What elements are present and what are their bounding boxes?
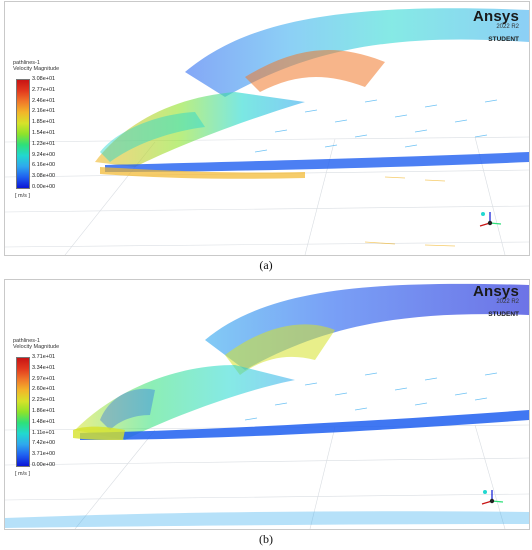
scale-label: 3.08e+01 [32,76,56,82]
edition-label: STUDENT [488,36,519,43]
ansys-logo: Ansys [472,8,519,25]
scale-label: 2.23e+01 [32,397,56,404]
scale-label: 2.97e+01 [32,375,56,382]
scale-label: 6.16e+00 [32,162,56,169]
scale-label: 0.00e+00 [32,462,56,468]
scale-label: 0.00e+00 [32,184,56,190]
scale-label: 2.16e+01 [32,108,56,115]
scale-label: 7.42e+00 [32,440,56,447]
ansys-branding: Ansys 2022 R2 STUDENT [473,8,519,43]
scale-label: 3.71e+01 [32,354,56,360]
scale-label: 1.11e+01 [32,429,55,436]
scale-label: 2.60e+01 [32,386,56,393]
scale-label: 1.54e+01 [32,130,56,136]
scale-label: 1.23e+01 [32,140,56,147]
version-label: 2022 R2 [496,24,519,30]
color-scale-labels: 3.08e+01 2.77e+01 2.46e+01 2.16e+01 1.85… [32,76,92,191]
scale-label: 2.77e+01 [32,86,56,93]
viewport-panel-a[interactable]: pathlines-1 Velocity Magnitude 3.08e+01 … [4,1,530,256]
unit-label: [ m/s ] [15,471,30,477]
axis-triad-icon[interactable] [475,208,505,238]
viewport-panel-b[interactable]: pathlines-1 Velocity Magnitude 3.71e+01 … [4,279,530,530]
unit-label: [ m/s ] [15,193,30,199]
figure-caption-a: (a) [259,258,273,272]
figure-caption-b: (b) [259,532,273,546]
pathline-visualization-a [5,8,529,255]
edition-label: STUDENT [488,311,519,318]
scale-label: 3.08e+00 [32,173,56,180]
scale-label: 2.46e+01 [32,97,56,104]
color-scale-bar [16,79,30,189]
scale-label: 3.71e+00 [32,451,56,458]
scale-label: 1.85e+01 [32,119,56,126]
ansys-logo: Ansys [472,283,519,300]
color-scale-labels: 3.71e+01 3.34e+01 2.97e+01 2.60e+01 2.23… [32,354,92,469]
scale-label: 1.48e+01 [32,418,56,425]
color-scale-bar [16,357,30,467]
scale-label: 3.34e+01 [32,364,56,371]
pathline-visualization-b [5,283,529,529]
scale-label: 1.86e+01 [32,408,56,414]
ansys-branding: Ansys 2022 R2 STUDENT [473,283,519,318]
legend-title: pathlines-1 Velocity Magnitude [13,338,60,350]
version-label: 2022 R2 [496,299,519,305]
scale-label: 9.24e+00 [32,151,56,158]
axis-triad-icon[interactable] [477,486,507,516]
legend-title: pathlines-1 Velocity Magnitude [13,60,60,72]
